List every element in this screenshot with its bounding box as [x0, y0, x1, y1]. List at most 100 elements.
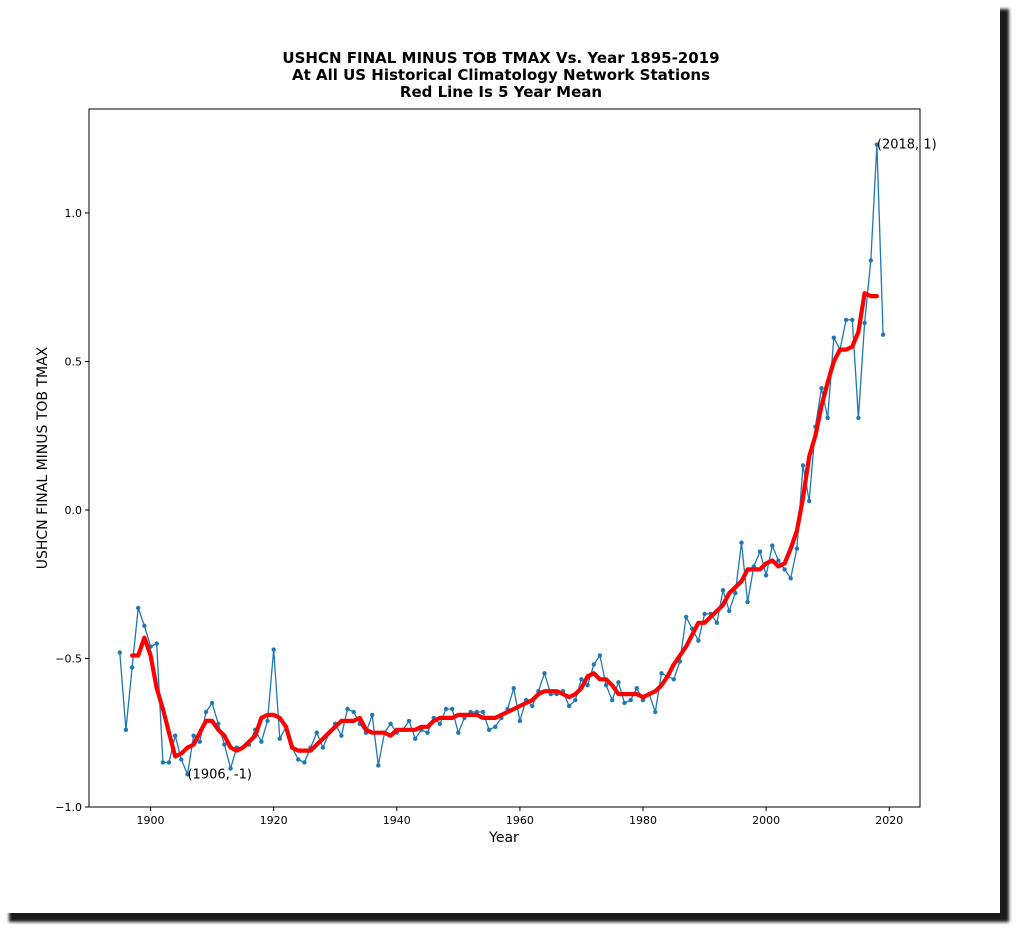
data-point [129, 665, 135, 670]
data-point [727, 608, 732, 614]
data-point [880, 332, 886, 337]
data-point [831, 335, 836, 340]
data-point [530, 703, 535, 709]
data-point [794, 546, 800, 551]
y-tick-label: −1.0 [55, 801, 82, 814]
data-point [714, 620, 720, 625]
x-tick-label: 1900 [137, 814, 165, 827]
data-point [800, 463, 806, 468]
data-point [763, 573, 769, 578]
data-point [745, 599, 750, 605]
data-point [739, 540, 744, 545]
data-point [825, 415, 830, 421]
data-point [720, 588, 726, 593]
x-axis-ticks: 1900 1920 1940 1960 1980 2000 2020 [137, 807, 903, 827]
data-point [597, 653, 603, 658]
y-tick-label: −0.5 [55, 652, 82, 665]
data-point [696, 638, 701, 643]
chart: USHCN FINAL MINUS TOB TMAX Vs. Year 1895… [35, 49, 937, 846]
data-point [136, 605, 141, 611]
x-tick-label: 1980 [629, 814, 657, 827]
data-point [493, 724, 498, 729]
data-point [370, 712, 375, 718]
y-axis-label: USHCN FINAL MINUS TOB TMAX [35, 346, 51, 569]
data-point [628, 697, 633, 703]
data-point [179, 757, 184, 762]
data-point [203, 709, 209, 715]
title-line-2: At All US Historical Climatology Network… [292, 66, 710, 84]
data-point [856, 415, 861, 421]
data-point [296, 757, 301, 762]
data-point [634, 686, 639, 691]
data-point [339, 733, 344, 738]
data-point [807, 498, 812, 504]
data-point [173, 733, 178, 738]
data-point [702, 611, 707, 617]
y-tick-label: 0.5 [65, 355, 83, 368]
data-point [782, 567, 787, 572]
x-tick-label: 1960 [506, 814, 534, 827]
annotation-label: (1906, -1) [187, 767, 251, 782]
data-point [351, 709, 356, 715]
data-point [843, 317, 849, 323]
data-point [776, 558, 781, 563]
data-point [376, 763, 381, 768]
data-point [443, 706, 449, 712]
chart-title: USHCN FINAL MINUS TOB TMAX Vs. Year 1895… [282, 49, 719, 101]
data-point [640, 697, 646, 703]
x-tick-label: 2000 [752, 814, 780, 827]
data-point [622, 700, 627, 706]
data-point [542, 671, 547, 676]
data-point [616, 680, 621, 685]
y-tick-label: 0.0 [65, 504, 83, 517]
data-point [486, 727, 492, 732]
x-tick-label: 2020 [875, 814, 903, 827]
data-point [437, 721, 443, 726]
data-point [480, 709, 486, 715]
data-point [653, 709, 658, 715]
data-point [314, 730, 319, 735]
x-tick-label: 1920 [260, 814, 288, 827]
data-point [277, 736, 282, 741]
data-point [850, 317, 855, 323]
data-point [142, 623, 147, 628]
data-point [425, 730, 430, 735]
data-point [573, 697, 578, 703]
data-point [191, 733, 196, 738]
data-point [160, 760, 166, 765]
data-point [228, 766, 233, 771]
data-point [819, 386, 824, 391]
data-series [117, 142, 886, 777]
data-point [511, 686, 516, 691]
y-axis-ticks: −1.0 −0.5 0.0 0.5 1.0 [55, 207, 89, 814]
data-point [770, 543, 775, 548]
data-point [591, 662, 596, 667]
title-line-3: Red Line Is 5 Year Mean [400, 83, 602, 101]
data-point [610, 697, 615, 703]
data-point [874, 142, 880, 147]
x-axis-label: Year [488, 830, 519, 846]
data-point [406, 718, 412, 724]
data-point [757, 549, 763, 554]
data-point [123, 727, 129, 732]
data-point [450, 706, 455, 712]
annotation-label: (2018, 1) [877, 138, 937, 153]
data-point [271, 647, 276, 652]
data-point [320, 745, 326, 750]
data-point [388, 721, 393, 726]
data-point [259, 739, 264, 744]
data-point [585, 683, 590, 688]
annual-series-line [119, 143, 884, 775]
annotations: (1906, -1) (2018, 1) [187, 138, 936, 783]
plot-area-border [88, 108, 921, 808]
x-tick-label: 1940 [383, 814, 411, 827]
data-point [413, 736, 418, 741]
data-point [517, 718, 523, 724]
title-line-1: USHCN FINAL MINUS TOB TMAX Vs. Year 1895… [282, 49, 719, 67]
data-point [579, 677, 584, 682]
data-point [671, 677, 676, 682]
data-point [566, 703, 572, 709]
data-point [683, 614, 689, 620]
data-point [868, 258, 873, 263]
data-point [733, 590, 738, 596]
